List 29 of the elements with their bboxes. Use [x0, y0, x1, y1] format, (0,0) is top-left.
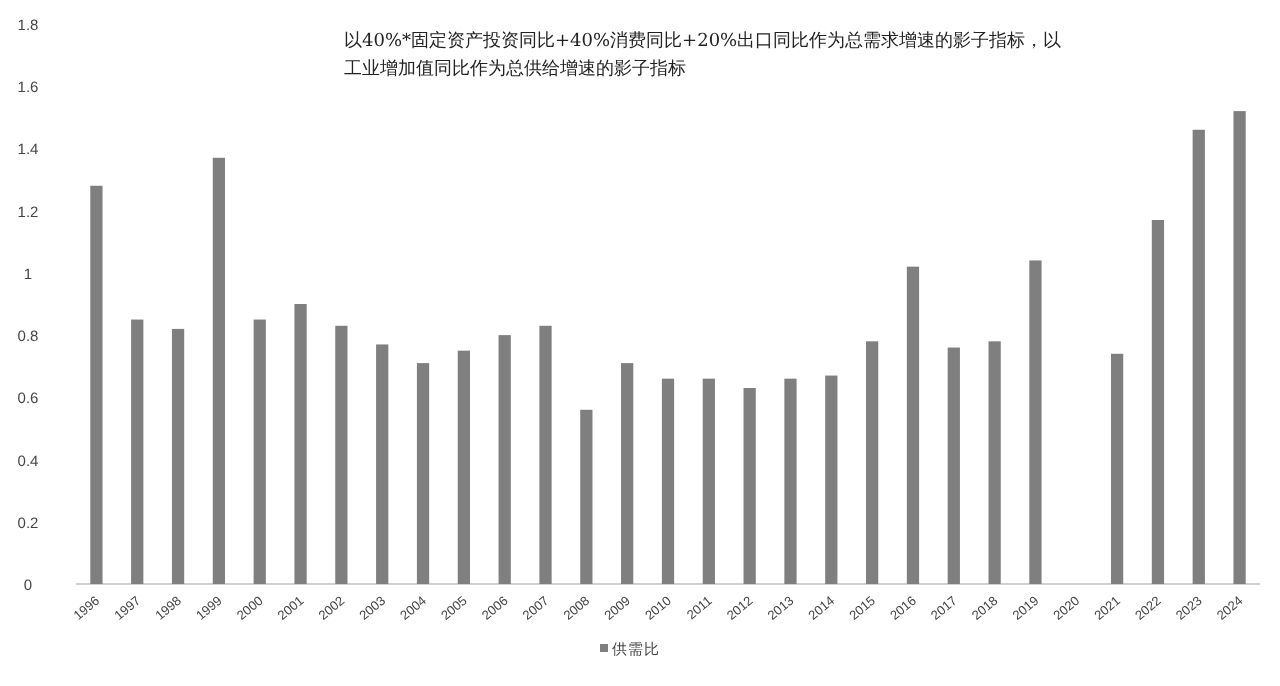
bar — [212, 157, 226, 584]
bar — [1110, 353, 1124, 584]
bar — [90, 185, 103, 584]
bar — [702, 378, 715, 584]
bar — [621, 363, 634, 584]
bar — [906, 266, 920, 584]
bar — [947, 347, 960, 584]
bar — [171, 328, 185, 584]
bar — [294, 304, 307, 584]
bar — [661, 378, 675, 584]
bar — [1233, 111, 1246, 584]
bar — [335, 325, 348, 584]
bar — [131, 319, 144, 584]
bar — [376, 344, 389, 584]
bar — [580, 409, 593, 584]
bar — [988, 341, 1001, 584]
bar — [825, 375, 838, 584]
annotation: 以40%*固定资产投资同比+40%消费同比+20%出口同比作为总需求增速的影子指标，以工业增加值同比作为总供给增速的影子指标 — [344, 29, 1064, 84]
bar — [743, 388, 756, 584]
bar — [457, 350, 470, 584]
bar — [253, 319, 266, 584]
bar — [416, 363, 430, 584]
bar — [784, 378, 797, 584]
bar — [866, 341, 879, 584]
bar — [539, 325, 552, 584]
bar — [1151, 220, 1165, 584]
bar — [1029, 260, 1042, 584]
bar — [498, 335, 511, 584]
bar — [1192, 129, 1205, 584]
